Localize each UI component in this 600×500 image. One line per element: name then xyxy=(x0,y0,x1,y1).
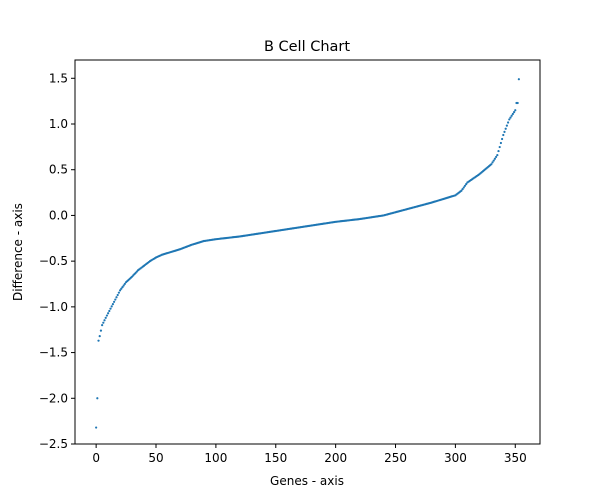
data-point xyxy=(115,296,118,299)
data-point xyxy=(461,187,464,191)
data-point xyxy=(511,112,514,116)
x-tick-label: 250 xyxy=(384,451,407,465)
data-point xyxy=(508,118,511,121)
data-point xyxy=(103,319,106,322)
data-point xyxy=(123,282,126,285)
data-point xyxy=(108,309,111,313)
data-point xyxy=(500,137,504,141)
data-point xyxy=(104,316,107,319)
x-axis: 0 50 100 150 200 250 300 350 xyxy=(92,444,527,465)
data-point xyxy=(465,183,468,186)
y-tick-label: 1.0 xyxy=(49,117,68,131)
y-tick-label: −0.5 xyxy=(39,254,68,268)
data-point xyxy=(114,298,117,301)
x-tick-label: 200 xyxy=(324,451,347,465)
data-points xyxy=(95,78,520,429)
data-point xyxy=(491,161,494,164)
x-tick-label: 100 xyxy=(204,451,227,465)
data-point xyxy=(510,114,513,117)
data-point xyxy=(506,121,510,124)
x-tick-label: 300 xyxy=(444,451,467,465)
data-point xyxy=(498,145,501,149)
x-axis-label: Genes - axis xyxy=(270,474,344,488)
data-point xyxy=(497,149,500,153)
data-point xyxy=(462,186,465,189)
data-point xyxy=(99,329,103,332)
x-tick-label: 50 xyxy=(148,451,163,465)
data-point xyxy=(111,303,115,306)
data-point xyxy=(105,314,109,317)
data-point xyxy=(503,130,506,133)
data-point xyxy=(98,335,101,338)
data-point xyxy=(517,78,520,81)
data-point xyxy=(492,159,495,162)
x-tick-label: 350 xyxy=(504,451,527,465)
data-point xyxy=(118,289,122,292)
data-point xyxy=(463,184,467,187)
y-tick-label: 0.5 xyxy=(49,163,68,177)
data-point xyxy=(122,284,125,287)
y-tick-label: 1.5 xyxy=(49,71,68,85)
y-tick-label: 0.0 xyxy=(49,208,68,222)
data-point xyxy=(493,157,497,160)
data-point xyxy=(120,287,123,290)
x-tick-label: 150 xyxy=(264,451,287,465)
data-point xyxy=(499,141,503,145)
data-point xyxy=(101,324,104,327)
data-point xyxy=(107,312,110,315)
data-point xyxy=(117,291,120,294)
data-point xyxy=(505,124,508,127)
plot-frame xyxy=(74,59,541,445)
data-point xyxy=(109,307,112,310)
y-axis-label: Difference - axis xyxy=(11,203,25,301)
data-point xyxy=(116,293,119,297)
data-point xyxy=(110,305,113,308)
data-point xyxy=(97,339,100,342)
x-tick-label: 0 xyxy=(92,451,100,465)
y-axis: −2.5 −2.0 −1.5 −1.0 −0.5 0.0 0.5 1.0 1.5 xyxy=(39,71,75,451)
data-point xyxy=(496,153,499,157)
data-point xyxy=(502,133,505,137)
data-point xyxy=(509,116,512,119)
y-tick-label: −2.0 xyxy=(39,391,68,405)
data-point xyxy=(504,127,507,130)
chart-title: B Cell Chart xyxy=(264,39,350,55)
data-point xyxy=(460,189,463,192)
data-point xyxy=(495,155,498,159)
data-point xyxy=(96,397,99,400)
y-tick-label: −1.0 xyxy=(39,300,68,314)
data-point xyxy=(514,109,517,112)
data-point xyxy=(102,321,105,324)
data-point xyxy=(490,163,493,166)
data-point xyxy=(95,426,98,429)
data-point xyxy=(121,286,124,289)
data-point xyxy=(512,111,516,114)
y-tick-label: −2.5 xyxy=(39,437,68,451)
data-point xyxy=(516,101,519,105)
data-point xyxy=(112,300,116,303)
y-tick-label: −1.5 xyxy=(39,346,68,360)
